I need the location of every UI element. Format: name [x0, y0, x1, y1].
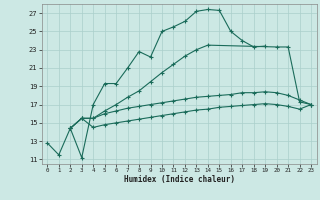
X-axis label: Humidex (Indice chaleur): Humidex (Indice chaleur): [124, 175, 235, 184]
